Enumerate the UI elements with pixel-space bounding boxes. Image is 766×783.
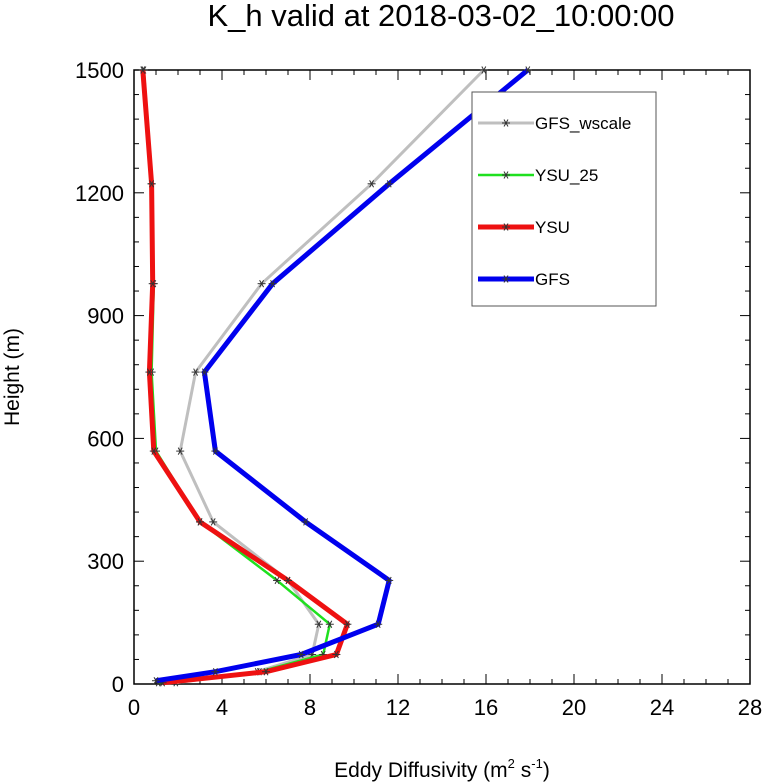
series-line-ysu: [140, 69, 350, 686]
x-tick-label: 16: [474, 695, 498, 720]
y-tick-label: 600: [87, 426, 124, 451]
point-ysu: [148, 279, 157, 288]
legend-item-ysu: YSU: [478, 218, 570, 237]
point-gfs-wscale: [209, 518, 218, 526]
point-ysu-25: [325, 620, 334, 628]
point-ysu: [147, 180, 156, 188]
legend-label: YSU: [535, 218, 570, 237]
x-axis-label-sup1: 2: [508, 756, 515, 771]
legend: GFS_wscale YSU_25 YSU GFS: [471, 91, 657, 307]
point-gfs-wscale: [367, 180, 376, 188]
point-gfs: [301, 518, 310, 526]
tick-labels: 0 4 8 12 16 20 24 28 0 300 600 900 1200 1500: [75, 58, 762, 720]
x-axis-label-sup2: -1: [531, 756, 543, 771]
series-gfs: [152, 66, 532, 685]
point-gfs: [385, 180, 394, 188]
y-tick-label: 300: [87, 549, 124, 574]
legend-marker: [502, 119, 510, 127]
point-gfs-wscale: [257, 279, 266, 288]
point-gfs: [152, 676, 160, 685]
x-axis-label: Eddy Diffusivity (m2 s-1): [334, 756, 550, 782]
legend-marker: [502, 171, 510, 179]
legend-label: YSU_25: [535, 166, 598, 185]
point-ysu: [145, 368, 154, 376]
y-tick-label: 1200: [75, 181, 124, 206]
point-gfs: [523, 66, 532, 74]
point-gfs-wscale: [191, 368, 200, 376]
x-tick-label: 8: [304, 695, 316, 720]
series-ysu: [138, 66, 352, 687]
point-ysu: [149, 447, 158, 455]
point-gfs: [211, 667, 220, 676]
legend-item-gfs: GFS: [478, 270, 570, 289]
legend-items: GFS_wscale YSU_25 YSU GFS: [478, 114, 631, 289]
point-gfs: [297, 650, 306, 659]
y-tick-label: 900: [87, 304, 124, 329]
axis-ticks: [133, 69, 751, 685]
point-gfs: [211, 447, 220, 455]
legend-marker: [502, 275, 510, 283]
series-gfs-wscale: [171, 66, 488, 687]
x-axis-label-prefix: Eddy Diffusivity (m: [334, 759, 508, 782]
chart-title: K_h valid at 2018-03-02_10:00:00: [207, 0, 674, 33]
point-gfs-wscale: [314, 620, 323, 628]
point-ysu: [332, 650, 341, 659]
x-tick-label: 4: [216, 695, 228, 720]
x-tick-label: 20: [562, 695, 586, 720]
x-axis-label-suffix: ): [543, 759, 550, 782]
y-tick-label: 1500: [75, 58, 124, 83]
series-line-gfs-wscale: [175, 68, 485, 685]
legend-marker: [502, 223, 510, 231]
point-ysu-25: [273, 576, 281, 585]
point-ysu: [138, 66, 147, 74]
x-tick-label: 0: [128, 695, 140, 720]
point-ysu: [196, 518, 204, 526]
y-tick-label: 0: [112, 672, 124, 697]
point-gfs-wscale: [479, 66, 488, 74]
legend-box: [471, 91, 657, 307]
point-gfs: [200, 368, 209, 376]
x-tick-label: 24: [650, 695, 674, 720]
plot-frame: [133, 69, 751, 685]
point-ysu: [262, 667, 270, 676]
point-gfs: [385, 576, 394, 585]
x-axis-label-mid: s: [515, 759, 531, 782]
legend-label: GFS_wscale: [535, 114, 631, 133]
series-layer: [138, 66, 532, 687]
point-ysu: [284, 576, 292, 585]
point-gfs: [268, 279, 277, 288]
x-tick-label: 12: [386, 695, 410, 720]
legend-item-gfs-wscale: GFS_wscale: [478, 114, 631, 133]
legend-item-ysu-25: YSU_25: [478, 166, 598, 185]
legend-label: GFS: [535, 270, 570, 289]
x-tick-label: 28: [738, 695, 762, 720]
y-axis-label: Height (m): [1, 328, 24, 426]
point-ysu: [343, 620, 352, 628]
point-gfs-wscale: [176, 447, 185, 455]
point-gfs: [374, 620, 383, 628]
